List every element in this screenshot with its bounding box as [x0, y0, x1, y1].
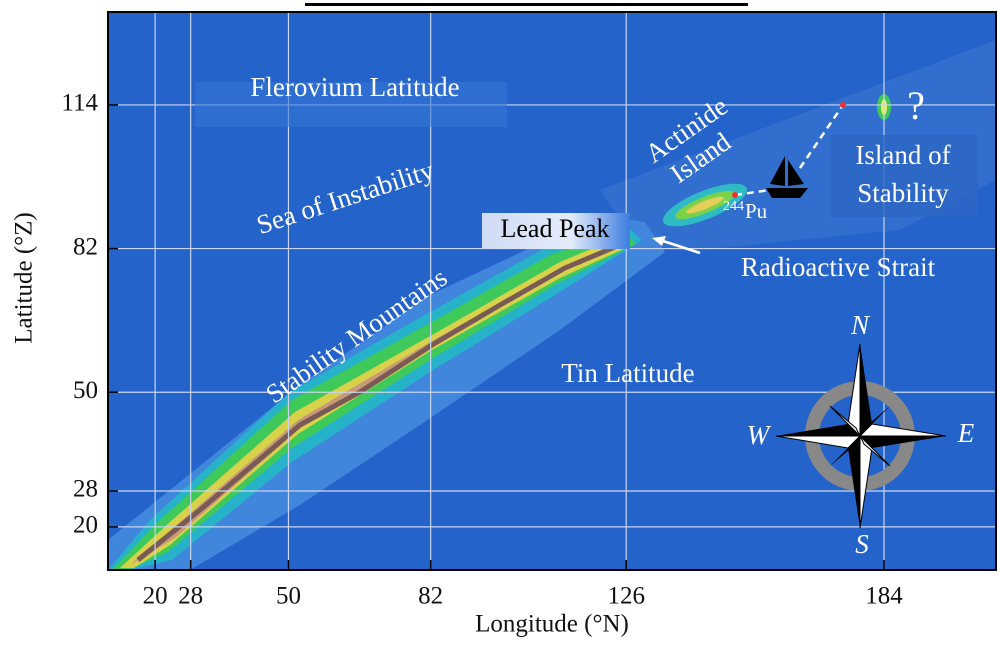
start-point: [732, 192, 738, 198]
y-tick-label: 82: [73, 233, 98, 260]
annotation: Flerovium Latitude: [250, 72, 459, 102]
y-axis-label: Latitude (°Z): [11, 212, 38, 343]
annotation: Stability: [857, 178, 949, 208]
annotation: E: [957, 418, 975, 448]
isotope-mass: 244: [723, 199, 744, 214]
isotope-symbol: Pu: [745, 199, 768, 223]
y-tick-label: 20: [73, 512, 98, 539]
annotation: N: [850, 310, 871, 340]
x-axis-label: Longitude (°N): [475, 611, 629, 638]
y-tick-label: 114: [61, 90, 98, 117]
y-tick-label: 28: [73, 476, 98, 503]
annotation: Radioactive Strait: [741, 252, 936, 282]
x-tick-label: 50: [276, 583, 301, 610]
x-tick-label: 82: [418, 583, 443, 610]
x-tick-label: 126: [607, 583, 645, 610]
y-tick-label: 50: [73, 377, 98, 404]
annotation: S: [855, 529, 869, 559]
x-tick-label: 28: [178, 583, 203, 610]
annotation: Tin Latitude: [561, 358, 694, 388]
end-point: [840, 102, 846, 108]
title-bar: [305, 3, 748, 6]
annotation: Lead Peak: [500, 214, 609, 243]
x-tick-label: 184: [865, 583, 903, 610]
figure: 20 28 50 82 126 184 20 28 50 82 114 Longitude (°N) L…: [0, 0, 998, 641]
x-tick-label: 20: [143, 583, 168, 610]
annotation: Island of: [855, 140, 950, 170]
annotation: ?: [907, 83, 925, 128]
annotation: W: [747, 420, 772, 450]
